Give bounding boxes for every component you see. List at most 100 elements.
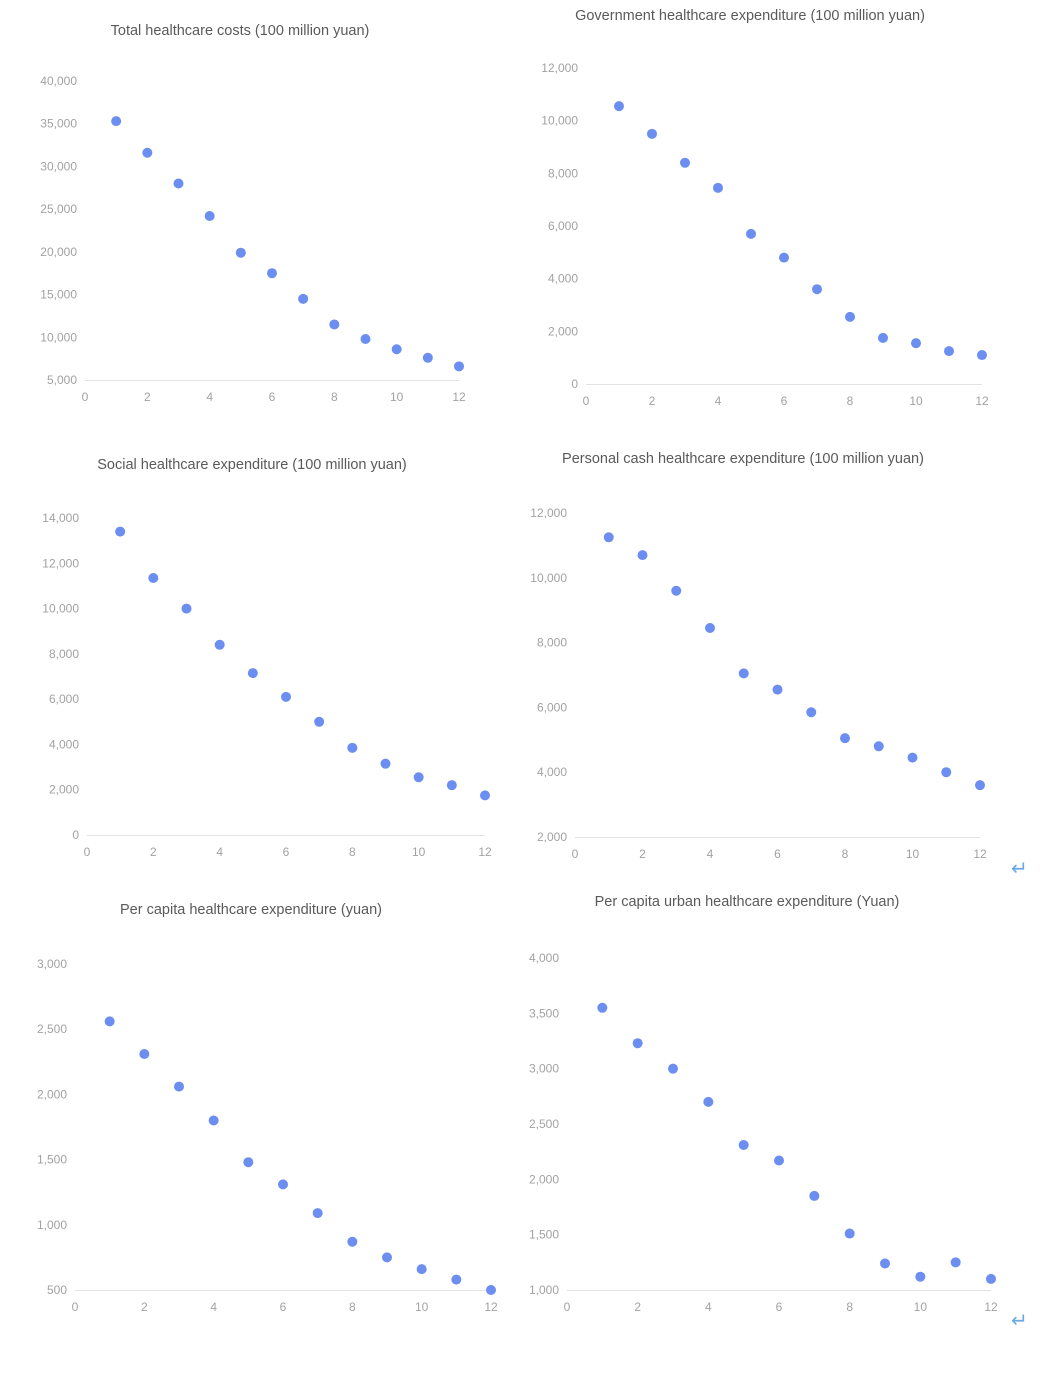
data-point (360, 333, 371, 344)
x-tick-label: 4 (206, 390, 213, 404)
data-point (845, 311, 855, 322)
data-point (637, 550, 648, 561)
data-point (878, 332, 888, 343)
x-tick-label: 12 (478, 845, 492, 859)
y-tick-label: 15,000 (40, 288, 77, 302)
chart-title: Social healthcare expenditure (100 milli… (97, 457, 407, 473)
data-point (809, 1190, 820, 1201)
x-tick-label: 0 (564, 1300, 571, 1314)
y-tick-label: 35,000 (40, 117, 77, 131)
y-tick-label: 5,000 (47, 373, 77, 387)
data-point (446, 780, 457, 791)
data-point (614, 101, 624, 112)
scatter-chart: Per capita urban healthcare expenditure … (529, 894, 998, 1314)
scatter-chart: Personal cash healthcare expenditure (10… (530, 451, 987, 861)
y-tick-label: 500 (47, 1283, 67, 1297)
y-tick-label: 10,000 (530, 571, 567, 585)
y-tick-label: 1,000 (529, 1283, 559, 1297)
y-tick-label: 10,000 (541, 114, 578, 128)
data-point (668, 1063, 678, 1074)
x-tick-label: 0 (583, 394, 590, 408)
x-tick-label: 2 (639, 847, 646, 861)
data-point (911, 338, 921, 349)
data-point (486, 1285, 496, 1295)
y-tick-label: 12,000 (530, 506, 567, 520)
y-tick-label: 6,000 (537, 700, 567, 714)
data-point (713, 182, 723, 193)
data-point (214, 639, 225, 650)
y-tick-label: 4,000 (49, 737, 79, 751)
x-tick-label: 8 (349, 1300, 356, 1314)
data-point (247, 668, 258, 679)
x-tick-label: 4 (705, 1300, 712, 1314)
data-point (115, 526, 126, 537)
scatter-chart: Per capita healthcare expenditure (yuan)… (37, 902, 498, 1314)
x-tick-label: 4 (715, 394, 722, 408)
y-tick-label: 8,000 (49, 647, 79, 661)
data-point (746, 228, 756, 239)
x-tick-label: 10 (906, 847, 920, 861)
y-tick-label: 6,000 (49, 692, 79, 706)
y-tick-label: 20,000 (40, 245, 77, 259)
chart-title: Per capita healthcare expenditure (yuan) (120, 902, 382, 918)
y-tick-label: 3,000 (529, 1062, 559, 1076)
x-tick-label: 2 (150, 845, 157, 859)
x-tick-label: 8 (846, 1300, 853, 1314)
y-tick-label: 2,000 (37, 1087, 67, 1101)
x-tick-label: 2 (634, 1300, 641, 1314)
data-point (148, 573, 159, 584)
data-point (312, 1208, 323, 1219)
data-point (413, 772, 424, 783)
x-tick-label: 12 (484, 1300, 498, 1314)
data-point (603, 532, 614, 543)
data-point (281, 691, 291, 702)
return-arrow-icon: ↵ (1011, 856, 1028, 880)
data-point (806, 707, 817, 718)
data-point (104, 1016, 115, 1027)
data-point (480, 790, 490, 801)
scatter-chart: Government healthcare expenditure (100 m… (541, 8, 989, 408)
data-point (597, 1002, 608, 1013)
data-point (173, 178, 184, 189)
x-tick-label: 0 (82, 390, 89, 404)
scatter-chart: Social healthcare expenditure (100 milli… (42, 457, 492, 859)
y-tick-label: 14,000 (42, 511, 79, 525)
x-tick-label: 6 (280, 1300, 287, 1314)
y-tick-label: 2,000 (49, 783, 79, 797)
x-tick-label: 2 (144, 390, 151, 404)
data-point (382, 1252, 392, 1263)
data-point (267, 268, 277, 279)
data-point (680, 157, 690, 168)
x-tick-label: 12 (984, 1300, 998, 1314)
data-point (243, 1157, 254, 1168)
data-point (380, 758, 391, 769)
data-point (703, 1096, 714, 1107)
data-point (422, 352, 433, 363)
x-tick-label: 12 (975, 394, 989, 408)
data-point (941, 767, 952, 778)
y-tick-label: 1,500 (37, 1153, 67, 1167)
y-tick-label: 30,000 (40, 159, 77, 173)
return-arrow-icon: ↵ (1011, 1308, 1028, 1332)
y-tick-label: 4,000 (548, 272, 578, 286)
x-tick-label: 0 (84, 845, 91, 859)
scatter-chart: Total healthcare costs (100 million yuan… (40, 23, 466, 404)
x-tick-label: 2 (649, 394, 656, 408)
data-point (174, 1081, 184, 1092)
x-tick-label: 12 (452, 390, 466, 404)
y-tick-label: 2,000 (548, 324, 578, 338)
y-tick-label: 2,500 (37, 1022, 67, 1036)
y-tick-label: 0 (72, 828, 79, 842)
x-tick-label: 0 (72, 1300, 79, 1314)
x-tick-label: 10 (415, 1300, 429, 1314)
y-tick-label: 12,000 (42, 556, 79, 570)
y-tick-label: 4,000 (529, 951, 559, 965)
data-point (915, 1271, 926, 1282)
data-point (204, 210, 215, 221)
data-point (451, 1274, 462, 1285)
data-point (139, 1048, 150, 1059)
data-point (416, 1264, 427, 1275)
x-tick-label: 12 (973, 847, 987, 861)
data-point (772, 684, 783, 695)
